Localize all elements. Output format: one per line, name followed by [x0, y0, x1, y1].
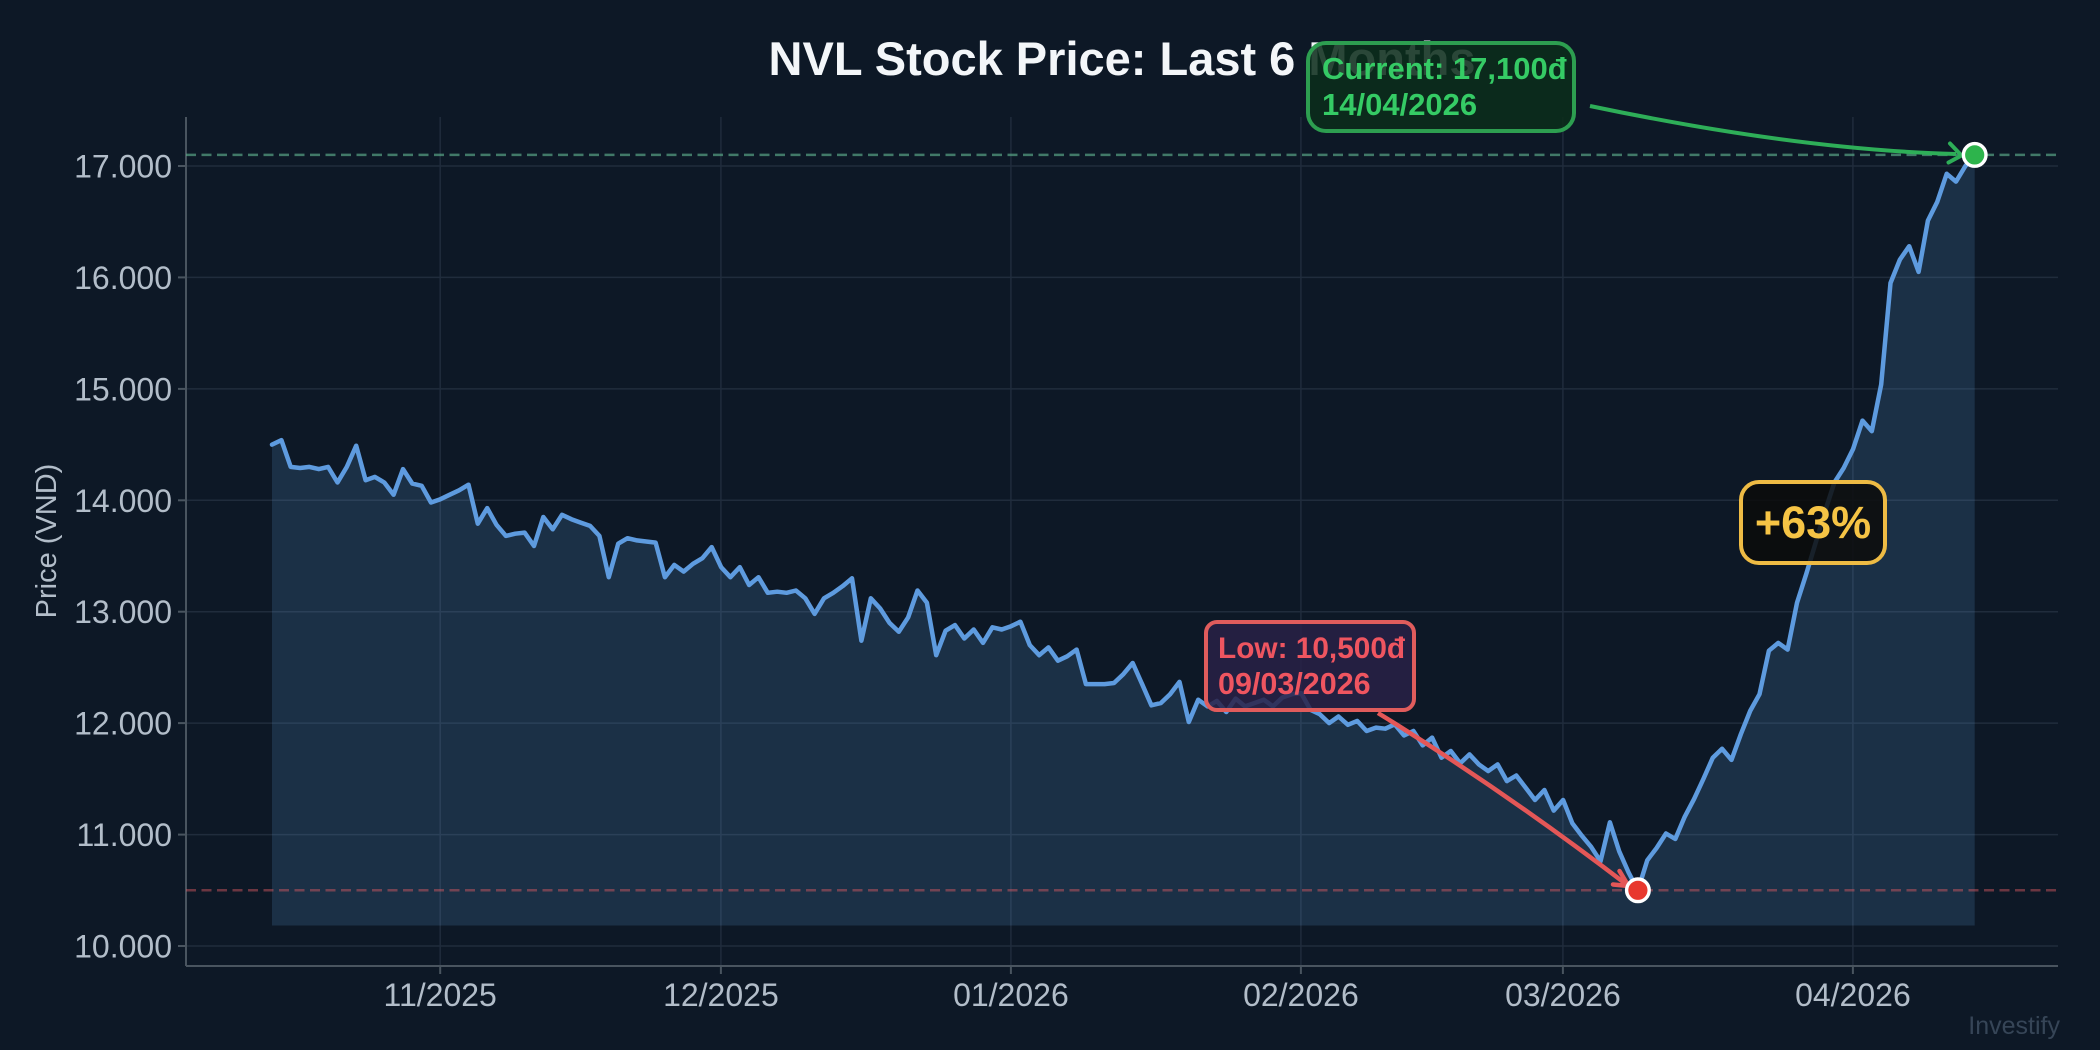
svg-text:03/2026: 03/2026 — [1505, 977, 1621, 1013]
svg-text:10.000: 10.000 — [74, 929, 172, 965]
svg-text:Investify: Investify — [1968, 1012, 2060, 1040]
svg-text:13.000: 13.000 — [74, 594, 172, 630]
svg-text:12.000: 12.000 — [74, 706, 172, 742]
svg-text:17.000: 17.000 — [74, 149, 172, 185]
svg-text:02/2026: 02/2026 — [1243, 977, 1359, 1013]
svg-text:+63%: +63% — [1755, 497, 1871, 548]
svg-text:14.000: 14.000 — [74, 483, 172, 519]
svg-text:Price (VND): Price (VND) — [31, 464, 63, 619]
svg-text:16.000: 16.000 — [74, 260, 172, 296]
svg-text:09/03/2026: 09/03/2026 — [1218, 667, 1371, 701]
svg-text:12/2025: 12/2025 — [663, 977, 779, 1013]
svg-text:11.000: 11.000 — [77, 817, 173, 853]
svg-text:11/2025: 11/2025 — [384, 977, 497, 1013]
svg-text:15.000: 15.000 — [74, 371, 172, 407]
svg-text:Current: 17,100đ: Current: 17,100đ — [1322, 51, 1567, 86]
svg-text:04/2026: 04/2026 — [1795, 977, 1911, 1013]
svg-text:14/04/2026: 14/04/2026 — [1322, 87, 1477, 122]
svg-text:01/2026: 01/2026 — [953, 977, 1069, 1013]
svg-text:Low: 10,500đ: Low: 10,500đ — [1218, 632, 1406, 665]
